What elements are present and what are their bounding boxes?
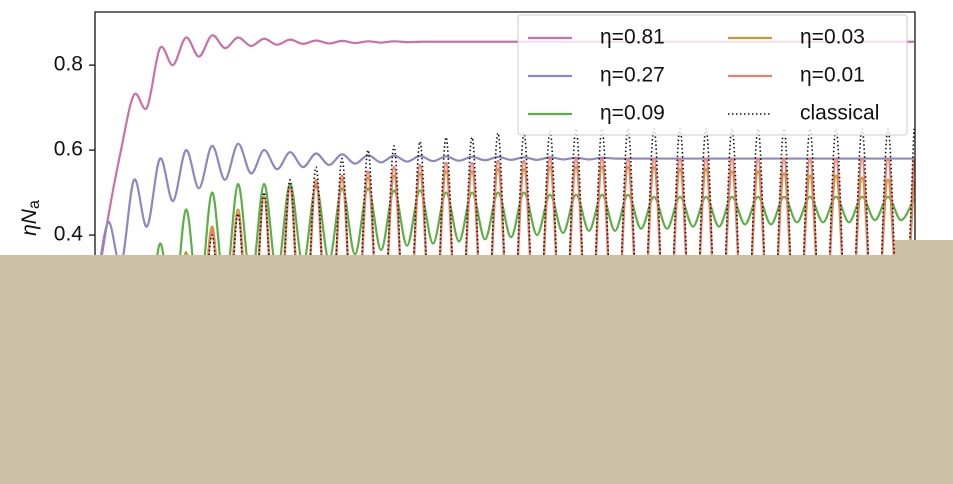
y-label-main: ηN bbox=[18, 208, 41, 236]
legend-label: η=0.27 bbox=[600, 64, 665, 87]
occluder bbox=[0, 255, 953, 484]
y-axis-label: ηNa bbox=[18, 200, 44, 236]
y-tick-label: 0.8 bbox=[54, 53, 83, 76]
legend-box bbox=[517, 14, 908, 136]
legend-label: η=0.09 bbox=[600, 102, 665, 125]
series-line bbox=[95, 182, 915, 385]
legend-label: η=0.01 bbox=[800, 64, 865, 87]
y-tick-label: 0.6 bbox=[54, 138, 83, 161]
y-label-sub: a bbox=[26, 200, 43, 209]
legend-label: classical bbox=[800, 102, 879, 125]
legend: η=0.81 η=0.27 η=0.09 η=0.03 η=0.01 classical bbox=[517, 14, 908, 136]
legend-label: η=0.81 bbox=[600, 26, 665, 49]
occluder bbox=[895, 240, 953, 260]
y-tick-label: 0.4 bbox=[54, 223, 84, 246]
axes-frame bbox=[94, 11, 916, 405]
legend-label: η=0.03 bbox=[800, 26, 865, 49]
